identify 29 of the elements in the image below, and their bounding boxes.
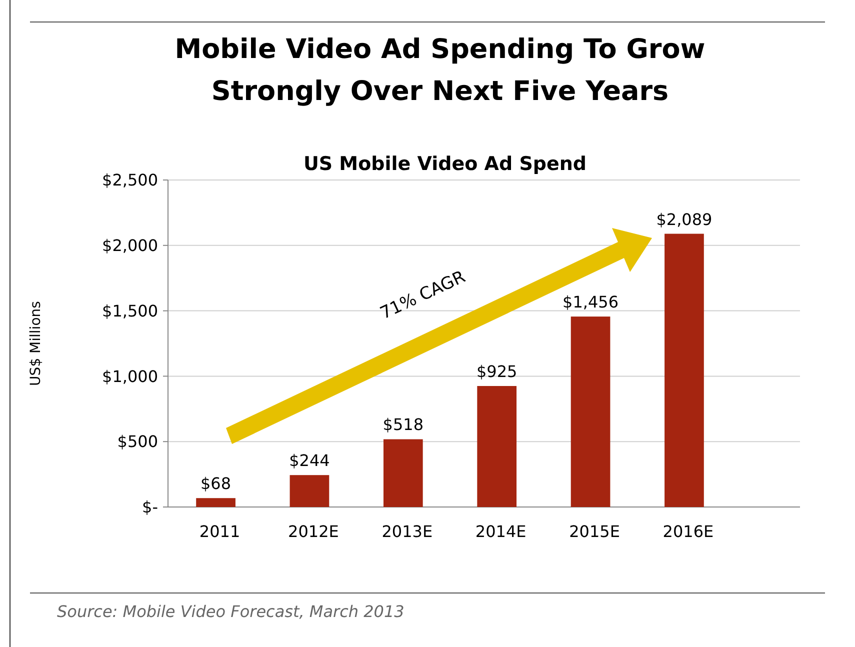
x-tick-label: 2012E xyxy=(288,522,339,541)
y-tick-label: $2,500 xyxy=(102,170,158,190)
y-tick-label: $1,500 xyxy=(102,301,158,320)
y-tick-label: $500 xyxy=(117,432,158,452)
x-tick-label: 2014E xyxy=(475,522,526,541)
annotation: 71% CAGR xyxy=(377,267,469,324)
y-tick-label: $- xyxy=(142,498,158,517)
bar xyxy=(290,475,330,507)
data-label: $2,089 xyxy=(656,210,712,229)
y-tick-label: $1,000 xyxy=(102,366,158,386)
chart-subtitle: US Mobile Video Ad Spend xyxy=(303,153,587,175)
bar xyxy=(383,439,423,507)
y-tick-label: $2,000 xyxy=(102,236,158,255)
x-tick-label: 2015E xyxy=(569,522,620,541)
y-axis-title: US$ Millions xyxy=(28,301,44,386)
bar xyxy=(196,498,236,507)
data-label: $925 xyxy=(476,362,518,382)
data-label: $1,456 xyxy=(562,292,619,312)
data-label: $518 xyxy=(382,415,424,434)
source-note: Source: Mobile Video Forecast, March 2013 xyxy=(57,602,404,621)
bar xyxy=(664,234,704,507)
x-tick-label: 2011 xyxy=(199,522,240,541)
data-label: $68 xyxy=(200,474,232,494)
x-tick-label: 2013E xyxy=(382,522,433,541)
bar xyxy=(570,316,610,507)
data-label: $244 xyxy=(289,451,330,470)
chart-title: Mobile Video Ad Spending To Grow Strongly Over Next Five Years xyxy=(174,34,706,107)
bar xyxy=(477,386,517,507)
x-tick-label: 2016E xyxy=(662,522,714,541)
